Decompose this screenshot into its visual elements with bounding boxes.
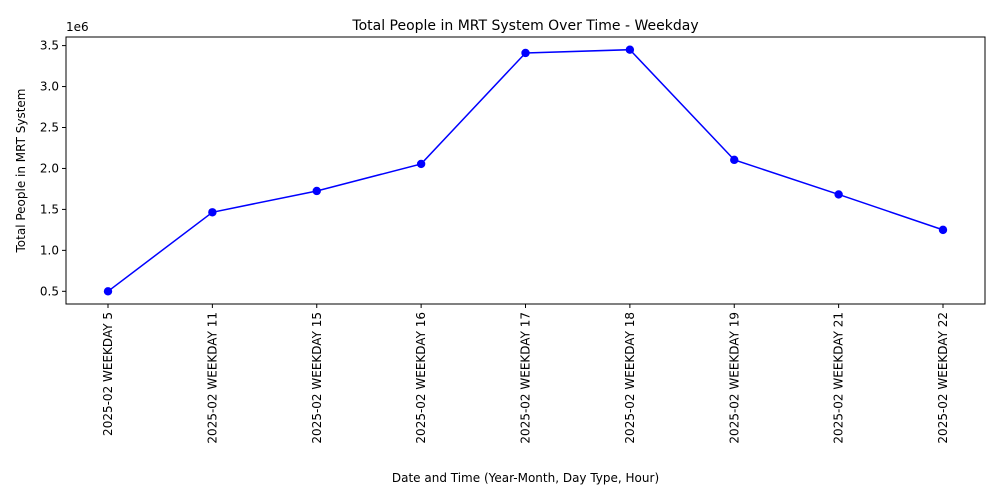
axes-frame — [65, 36, 986, 305]
data-point — [416, 159, 426, 169]
x-axis-label: Date and Time (Year-Month, Day Type, Hou… — [392, 471, 659, 485]
x-tick-label: 2025-02 WEEKDAY 18 — [623, 312, 637, 444]
x-tick-label: 2025-02 WEEKDAY 19 — [727, 312, 741, 444]
y-tick-label: 1.0 — [40, 243, 59, 257]
chart-title: Total People in MRT System Over Time - W… — [351, 18, 698, 34]
y-tick-label: 1.5 — [40, 202, 59, 216]
plot-area: 0.5 1.0 1.5 2.0 2.5 3.0 3.5 2025-02 WEEKDAY 5 20… — [40, 36, 986, 444]
y-tick-label: 3.5 — [40, 39, 59, 53]
series-line — [107, 48, 944, 292]
y-axis-offset-label: 1e6 — [66, 20, 89, 34]
data-point — [208, 208, 217, 217]
x-tick-label: 2025-02 WEEKDAY 11 — [205, 312, 219, 444]
data-point — [938, 225, 948, 235]
data-point — [521, 48, 530, 58]
y-tick-label: 3.0 — [40, 80, 59, 94]
x-tick-label: 2025-02 WEEKDAY 21 — [832, 312, 846, 444]
x-tick-label: 2025-02 WEEKDAY 17 — [519, 312, 533, 444]
data-point — [103, 287, 113, 296]
y-axis-label: Total People in MRT System — [14, 89, 28, 254]
x-tick-label: 2025-02 WEEKDAY 5 — [101, 312, 115, 436]
y-tick-label: 2.0 — [40, 161, 59, 175]
data-point — [625, 45, 635, 54]
data-point — [312, 186, 321, 196]
x-tick-label: 2025-02 WEEKDAY 22 — [936, 312, 950, 444]
y-tick-label: 0.5 — [40, 284, 59, 298]
data-point — [730, 155, 739, 165]
y-tick-label: 2.5 — [40, 121, 59, 135]
data-point — [834, 190, 843, 199]
x-tick-label: 2025-02 WEEKDAY 15 — [310, 312, 324, 444]
x-tick-label: 2025-02 WEEKDAY 16 — [414, 312, 428, 444]
